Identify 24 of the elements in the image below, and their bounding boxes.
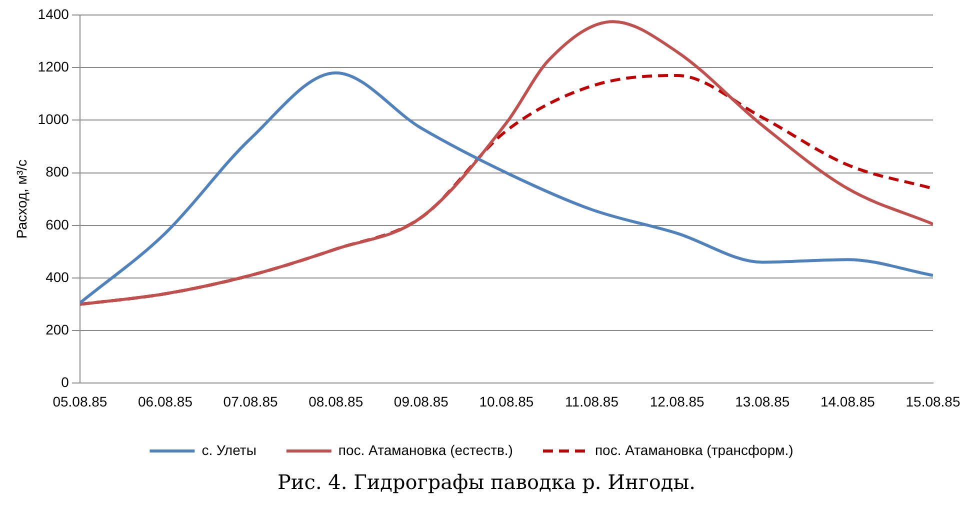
x-tick-label: 12.08.85 bbox=[650, 393, 705, 410]
y-tick-label: 600 bbox=[46, 216, 70, 232]
legend-label: пос. Атамановка (трансформ.) bbox=[594, 442, 794, 458]
x-tick-label: 15.08.85 bbox=[906, 393, 960, 410]
y-tick-label: 400 bbox=[46, 268, 70, 285]
x-tick-label: 05.08.85 bbox=[52, 393, 108, 410]
text: Рис. 4. Гидрографы паводка р. Ингоды. bbox=[276, 470, 697, 494]
y-tick-label: 200 bbox=[46, 321, 70, 338]
x-tick-label: 07.08.85 bbox=[223, 393, 278, 410]
y-tick-label: 1200 bbox=[38, 58, 70, 74]
legend-label: пос. Атамановка (естеств.) bbox=[338, 442, 513, 458]
x-tick-label: 06.08.85 bbox=[138, 393, 193, 410]
x-tick-label: 14.08.85 bbox=[820, 393, 876, 410]
y-tick-label: 0 bbox=[61, 374, 70, 390]
y-axis-title: Расход, м³/с bbox=[13, 160, 30, 239]
x-tick-label: 11.08.85 bbox=[565, 393, 619, 410]
x-tick-label: 10.08.85 bbox=[479, 393, 534, 410]
x-tick-label: 09.08.85 bbox=[394, 393, 449, 410]
y-tick-label: 800 bbox=[46, 164, 70, 180]
x-tick-label: 08.08.85 bbox=[308, 393, 364, 410]
y-tick-label: 1400 bbox=[38, 6, 70, 22]
legend-label: с. Улеты bbox=[202, 442, 256, 458]
x-tick-label: 13.08.85 bbox=[735, 393, 790, 410]
y-tick-label: 1000 bbox=[38, 111, 70, 128]
